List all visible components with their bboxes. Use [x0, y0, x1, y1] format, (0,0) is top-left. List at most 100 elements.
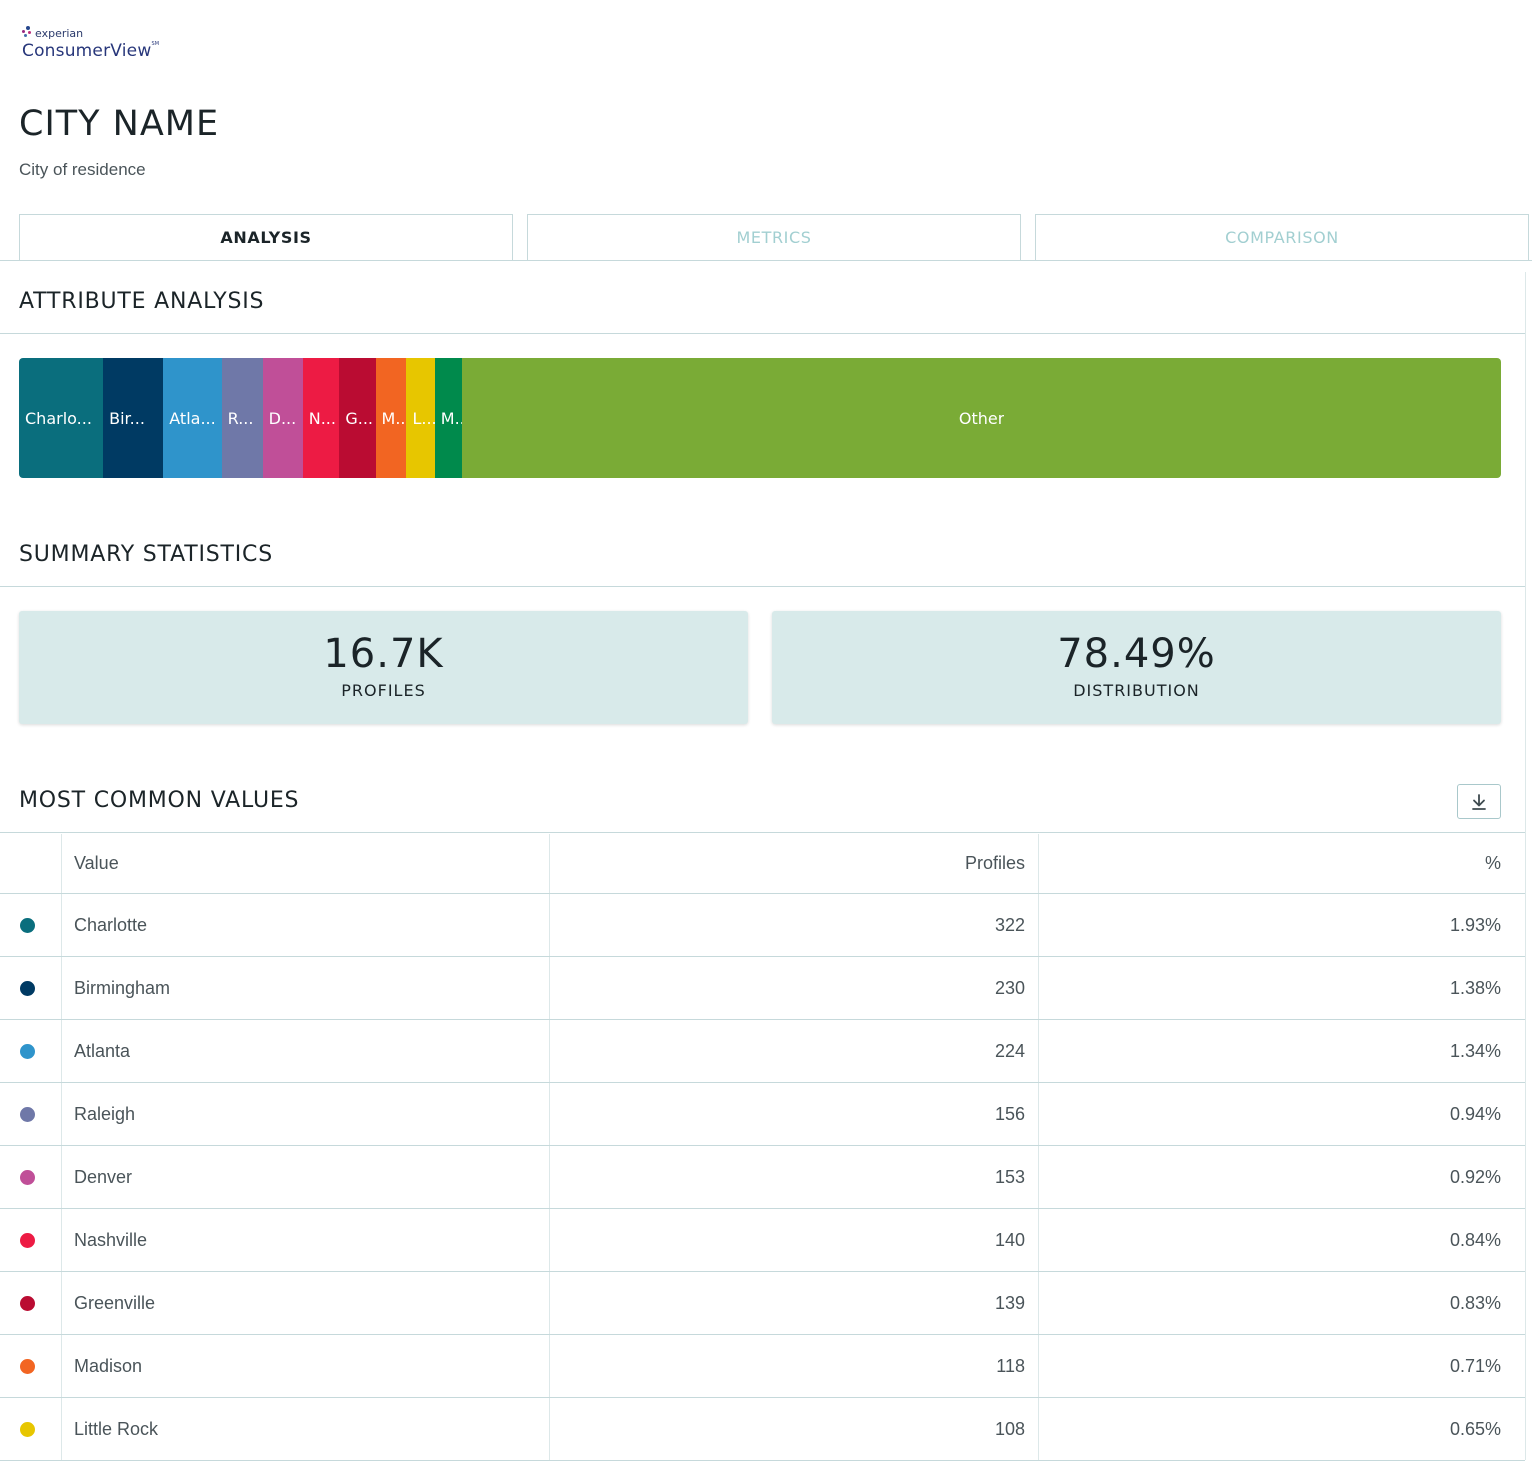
percent-cell: 0.71% [1038, 1334, 1525, 1398]
profiles-cell: 156 [549, 1082, 1039, 1146]
bar-segment-label: Bir... [109, 408, 145, 428]
bar-segment[interactable]: G... [339, 358, 376, 478]
values-table: Value Profiles % Charlotte 322 1.93% Birmin… [0, 834, 1525, 1461]
most-common-values-title: MOST COMMON VALUES [19, 788, 300, 813]
value-cell: Nashville [61, 1208, 550, 1272]
bar-segment[interactable]: R... [221, 358, 263, 478]
value-column-header[interactable]: Value [61, 834, 550, 894]
bar-segment-label: Other [958, 408, 1005, 428]
color-cell [0, 1334, 62, 1398]
profiles-cell: 153 [549, 1145, 1039, 1209]
table-row[interactable]: Raleigh 156 0.94% [0, 1082, 1525, 1146]
table-row[interactable]: Atlanta 224 1.34% [0, 1019, 1525, 1083]
value-cell: Raleigh [61, 1082, 550, 1146]
bar-segment[interactable]: L... [406, 358, 435, 478]
summary-statistics-title: SUMMARY STATISTICS [19, 542, 273, 567]
value-cell: Charlotte [61, 893, 550, 957]
table-row[interactable]: Denver 153 0.92% [0, 1145, 1525, 1209]
brand-name: ConsumerView [22, 41, 152, 61]
section-divider [0, 586, 1525, 587]
color-dot-icon [20, 1107, 35, 1123]
table-row[interactable]: Greenville 139 0.83% [0, 1271, 1525, 1335]
bar-segment-label: L... [412, 408, 435, 428]
value-cell: Atlanta [61, 1019, 550, 1083]
profiles-cell: 224 [549, 1019, 1039, 1083]
bar-segment-label: Charlo... [25, 408, 92, 428]
bar-segment[interactable]: Bir... [103, 358, 164, 478]
panel-edge [1525, 272, 1526, 1460]
tab-metrics[interactable]: METRICS [527, 214, 1021, 261]
profiles-value: 16.7K [323, 631, 444, 677]
distribution-value: 78.49% [1057, 631, 1216, 677]
bar-segment[interactable]: M... [375, 358, 407, 478]
color-dot-icon [20, 1233, 35, 1249]
value-cell: Denver [61, 1145, 550, 1209]
distribution-card: 78.49% DISTRIBUTION [772, 611, 1501, 724]
distribution-label: DISTRIBUTION [1073, 681, 1200, 700]
table-header-row: Value Profiles % [0, 834, 1525, 894]
table-row[interactable]: Charlotte 322 1.93% [0, 893, 1525, 957]
percent-cell: 0.94% [1038, 1082, 1525, 1146]
color-cell [0, 1271, 62, 1335]
color-column-header [0, 834, 62, 894]
color-dot-icon [20, 1359, 35, 1375]
color-dot-icon [20, 1170, 35, 1186]
bar-segment-label: Atla... [169, 408, 216, 428]
profiles-cell: 322 [549, 893, 1039, 957]
table-row[interactable]: Birmingham 230 1.38% [0, 956, 1525, 1020]
bar-segment-label: G... [345, 408, 373, 428]
bar-segment-label: M.. [440, 408, 462, 428]
percent-cell: 0.92% [1038, 1145, 1525, 1209]
brand-small-text: experian [35, 26, 84, 40]
bar-segment[interactable]: M.. [434, 358, 463, 478]
download-button[interactable] [1457, 784, 1501, 819]
bar-segment[interactable]: Other [462, 358, 1501, 478]
page-title: CITY NAME [19, 104, 220, 144]
bar-segment[interactable]: Atla... [163, 358, 222, 478]
value-cell: Greenville [61, 1271, 550, 1335]
attribute-analysis-title: ATTRIBUTE ANALYSIS [19, 289, 265, 314]
percent-cell: 1.93% [1038, 893, 1525, 957]
table-row[interactable]: Little Rock 108 0.65% [0, 1397, 1525, 1461]
color-dot-icon [20, 1044, 35, 1060]
color-cell [0, 893, 62, 957]
percent-cell: 1.34% [1038, 1019, 1525, 1083]
distribution-bar: Charlo... Bir... Atla... R... D... N... G... M.… [19, 358, 1501, 478]
color-cell [0, 1397, 62, 1461]
bar-segment[interactable]: D... [262, 358, 303, 478]
bar-segment-label: D... [268, 408, 297, 428]
color-cell [0, 1019, 62, 1083]
section-divider [0, 832, 1525, 833]
percent-cell: 0.65% [1038, 1397, 1525, 1461]
color-dot-icon [20, 918, 35, 934]
brand-logo: experian ConsumerViewSM [22, 26, 159, 61]
color-dot-icon [20, 1296, 35, 1312]
profiles-cell: 230 [549, 956, 1039, 1020]
color-dot-icon [20, 981, 35, 997]
color-dot-icon [20, 1422, 35, 1438]
table-row[interactable]: Nashville 140 0.84% [0, 1208, 1525, 1272]
percent-column-header[interactable]: % [1038, 834, 1525, 894]
tab-comparison[interactable]: COMPARISON [1035, 214, 1529, 261]
profiles-column-header[interactable]: Profiles [549, 834, 1039, 894]
table-row[interactable]: Madison 118 0.71% [0, 1334, 1525, 1398]
percent-cell: 1.38% [1038, 956, 1525, 1020]
download-icon [1472, 793, 1486, 810]
bar-segment-label: R... [227, 408, 254, 428]
value-cell: Birmingham [61, 956, 550, 1020]
profiles-label: PROFILES [341, 681, 426, 700]
value-cell: Madison [61, 1334, 550, 1398]
bar-segment[interactable]: Charlo... [19, 358, 104, 478]
profiles-cell: 139 [549, 1271, 1039, 1335]
section-divider [0, 333, 1525, 334]
percent-cell: 0.83% [1038, 1271, 1525, 1335]
brand-mark: SM [151, 41, 160, 47]
color-cell [0, 956, 62, 1020]
color-cell [0, 1208, 62, 1272]
tab-analysis[interactable]: ANALYSIS [19, 214, 513, 260]
profiles-cell: 108 [549, 1397, 1039, 1461]
color-cell [0, 1145, 62, 1209]
bar-segment[interactable]: N... [302, 358, 340, 478]
page-subtitle: City of residence [19, 160, 146, 179]
profiles-cell: 118 [549, 1334, 1039, 1398]
